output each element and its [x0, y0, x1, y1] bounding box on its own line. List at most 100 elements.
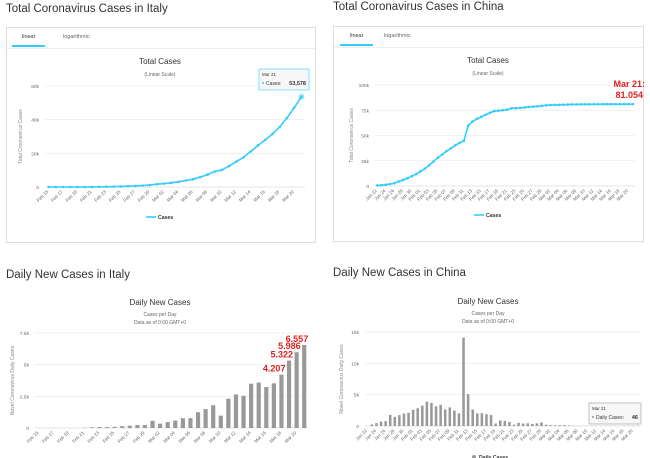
chart-subtitle-2: Data as of 0:00 GMT+0: [134, 320, 186, 326]
x-tick-label: Mar 18: [269, 430, 283, 444]
bar: [294, 352, 299, 428]
x-tick-label: Feb 19: [56, 430, 70, 444]
data-point: [570, 103, 574, 106]
bar: [521, 423, 525, 426]
bar: [480, 413, 484, 426]
data-point: [449, 147, 453, 150]
chart-title: Daily New Cases: [130, 298, 191, 307]
data-point: [133, 184, 137, 188]
bar: [142, 424, 148, 428]
china-total-panel: linear logarithmic: [333, 26, 644, 242]
x-tick-label: Feb 25: [108, 189, 122, 203]
data-point: [198, 175, 202, 179]
cases-line: [48, 96, 303, 188]
data-point: [596, 102, 600, 106]
bar: [485, 414, 488, 426]
data-point: [427, 164, 431, 167]
scale-tabs: linear logarithmic: [334, 27, 643, 48]
bar: [104, 427, 110, 428]
y-tick-label: 0: [356, 424, 359, 430]
tooltip-date: Mar 21: [262, 72, 277, 77]
y-tick-label: 50k: [361, 134, 369, 140]
bar: [302, 344, 307, 428]
bar: [150, 420, 155, 428]
data-point: [375, 184, 379, 187]
hover-point: [298, 93, 305, 100]
bar: [439, 404, 442, 426]
bar: [553, 425, 557, 426]
chart-subtitle: Cases per Day: [143, 312, 177, 318]
x-tick-label: Mar 16: [253, 430, 267, 444]
bar: [370, 424, 374, 426]
data-point: [475, 117, 479, 121]
data-point: [76, 185, 79, 189]
data-point: [54, 185, 58, 189]
y-axis-label: Total Coronavirus Cases: [18, 109, 24, 164]
italy_total-chart: Total Cases (Linear Scale) Total Coronavir…: [18, 57, 310, 221]
tooltip-label: Cases:: [266, 81, 282, 87]
x-tick-label: Feb 27: [122, 189, 136, 203]
y-tick-label: 5k: [354, 393, 360, 399]
y-tick-label: 60k: [31, 84, 39, 90]
y-axis-label: Novel Coronavirus Daily Cases: [10, 345, 16, 415]
bar: [211, 405, 216, 428]
data-point: [505, 108, 509, 111]
data-point: [566, 103, 570, 106]
chart-subtitle: (Linear Scale): [144, 72, 175, 78]
data-point: [184, 179, 188, 182]
tab-linear[interactable]: linear: [11, 34, 47, 47]
bar: [195, 412, 201, 428]
data-point: [540, 104, 544, 108]
data-point: [61, 185, 65, 189]
x-tick-label: Feb 19: [65, 189, 79, 203]
italy_daily-chart: Daily New Cases Cases per Day Data as of 0…: [10, 298, 308, 444]
y-tick-label: 5k: [24, 363, 30, 369]
x-tick-label: Mar 10: [208, 430, 222, 444]
bar: [158, 423, 163, 428]
tab-logarithmic[interactable]: logarithmic: [384, 33, 411, 39]
data-point: [523, 106, 526, 109]
bar: [241, 395, 246, 428]
china-daily-heading: Daily New Cases in China: [333, 267, 466, 279]
value-annotation: 6.557: [286, 334, 309, 344]
data-point: [119, 185, 123, 188]
data-point: [419, 170, 422, 173]
bar: [526, 423, 529, 426]
data-point: [445, 149, 448, 153]
y-tick-label: 100k: [359, 83, 370, 89]
data-point: [285, 116, 289, 120]
data-point: [220, 168, 224, 172]
tab-linear[interactable]: linear: [339, 33, 375, 46]
x-tick-label: Mar 04: [166, 189, 180, 203]
data-point: [631, 102, 635, 106]
y-axis-label: Novel Coronavirus Daily Cases: [339, 344, 345, 414]
bar: [120, 426, 125, 428]
bar: [226, 398, 231, 428]
data-point: [583, 103, 587, 106]
value-annotation: 5.322: [271, 350, 294, 360]
y-tick-label: 0: [36, 185, 39, 191]
x-tick-label: Mar 10: [209, 189, 223, 203]
data-point: [235, 160, 238, 163]
tab-logarithmic[interactable]: logarithmic: [63, 34, 90, 40]
x-tick-label: Mar 12: [223, 430, 237, 444]
y-tick-label: 10k: [351, 361, 359, 367]
bar: [466, 394, 470, 426]
x-tick-label: Feb 23: [93, 189, 107, 203]
bar: [402, 413, 406, 426]
bar: [430, 402, 433, 426]
data-point: [440, 153, 444, 156]
data-point: [436, 156, 440, 160]
data-point: [406, 176, 409, 180]
data-point: [479, 115, 483, 119]
x-tick-label: Mar 18: [267, 189, 281, 203]
bar: [173, 420, 178, 428]
data-point: [501, 108, 505, 112]
bar: [558, 425, 562, 426]
data-point: [126, 184, 130, 188]
x-tick-label: Feb 17: [50, 189, 64, 203]
bar: [416, 408, 419, 426]
bar: [375, 423, 378, 426]
bar: [97, 427, 102, 428]
data-point: [579, 103, 583, 106]
